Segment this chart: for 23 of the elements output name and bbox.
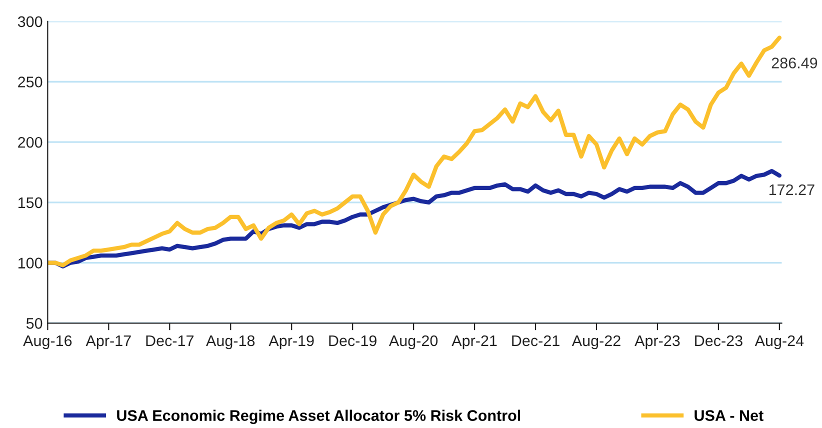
x-tick-label: Dec-17 xyxy=(146,336,194,346)
legend-label: USA - Net xyxy=(694,410,764,421)
x-tick-label: Apr-23 xyxy=(634,335,680,350)
y-tick-label: 50 xyxy=(26,318,42,329)
x-tick-label: Apr-19 xyxy=(268,335,314,350)
annotation: 286.49 xyxy=(772,58,818,68)
x-tick-label: Aug-24 xyxy=(754,335,804,350)
y-tick-label: 150 xyxy=(18,197,42,208)
y-tick-label: 300 xyxy=(18,16,42,28)
y-tick-label: 250 xyxy=(18,76,42,88)
x-tick-label: Aug-22 xyxy=(572,335,620,350)
y-tick-label: 200 xyxy=(18,136,42,148)
x-tick-label: Dec-21 xyxy=(512,335,560,346)
x-tick-label: Aug-20 xyxy=(388,335,438,350)
x-tick-label: Dec-19 xyxy=(329,335,376,346)
x-tick-label: Apr-17 xyxy=(86,336,131,350)
x-tick-label: Aug-16 xyxy=(23,335,72,350)
y-tick-label: 100 xyxy=(18,258,42,268)
x-tick-label: Dec-23 xyxy=(695,335,742,346)
x-tick-label: Aug-18 xyxy=(206,335,255,350)
x-tick-label: Apr-21 xyxy=(452,335,497,350)
annotation: 172.27 xyxy=(769,184,814,196)
legend-label: USA Economic Regime Asset Allocator 5% Risk Control xyxy=(117,410,520,424)
